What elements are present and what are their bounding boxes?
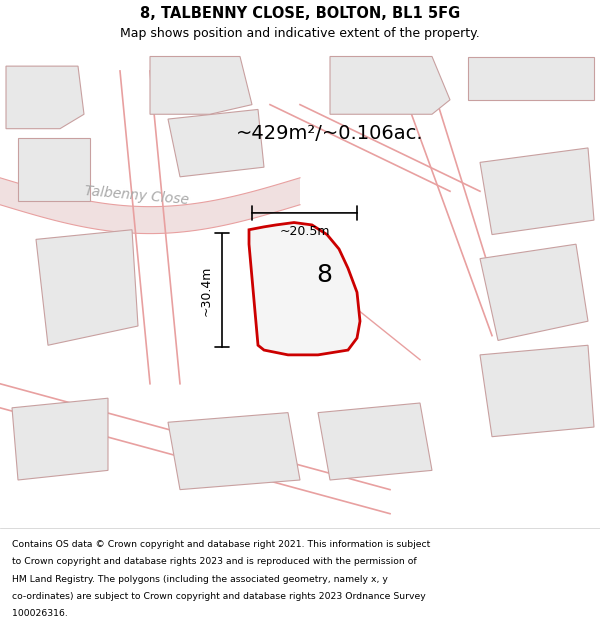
Text: ~429m²/~0.106ac.: ~429m²/~0.106ac. bbox=[236, 124, 424, 143]
Polygon shape bbox=[18, 138, 90, 201]
Polygon shape bbox=[6, 66, 84, 129]
Polygon shape bbox=[480, 148, 594, 234]
Text: ~30.4m: ~30.4m bbox=[200, 265, 213, 316]
Text: co-ordinates) are subject to Crown copyright and database rights 2023 Ordnance S: co-ordinates) are subject to Crown copyr… bbox=[12, 592, 426, 601]
Text: 8: 8 bbox=[316, 262, 332, 287]
Polygon shape bbox=[249, 222, 360, 355]
Polygon shape bbox=[168, 109, 264, 177]
Text: Talbenny Close: Talbenny Close bbox=[84, 184, 190, 208]
Polygon shape bbox=[168, 412, 300, 489]
Polygon shape bbox=[12, 398, 108, 480]
Text: ~20.5m: ~20.5m bbox=[279, 225, 330, 238]
Polygon shape bbox=[150, 56, 252, 114]
Text: to Crown copyright and database rights 2023 and is reproduced with the permissio: to Crown copyright and database rights 2… bbox=[12, 558, 416, 566]
Polygon shape bbox=[480, 244, 588, 341]
Polygon shape bbox=[330, 56, 450, 114]
Polygon shape bbox=[318, 403, 432, 480]
Polygon shape bbox=[36, 230, 138, 345]
Text: 8, TALBENNY CLOSE, BOLTON, BL1 5FG: 8, TALBENNY CLOSE, BOLTON, BL1 5FG bbox=[140, 6, 460, 21]
Polygon shape bbox=[480, 345, 594, 437]
Text: Contains OS data © Crown copyright and database right 2021. This information is : Contains OS data © Crown copyright and d… bbox=[12, 540, 430, 549]
Text: HM Land Registry. The polygons (including the associated geometry, namely x, y: HM Land Registry. The polygons (includin… bbox=[12, 574, 388, 584]
Polygon shape bbox=[0, 177, 300, 234]
Polygon shape bbox=[468, 56, 594, 100]
Text: 100026316.: 100026316. bbox=[12, 609, 68, 619]
Text: Map shows position and indicative extent of the property.: Map shows position and indicative extent… bbox=[120, 28, 480, 40]
